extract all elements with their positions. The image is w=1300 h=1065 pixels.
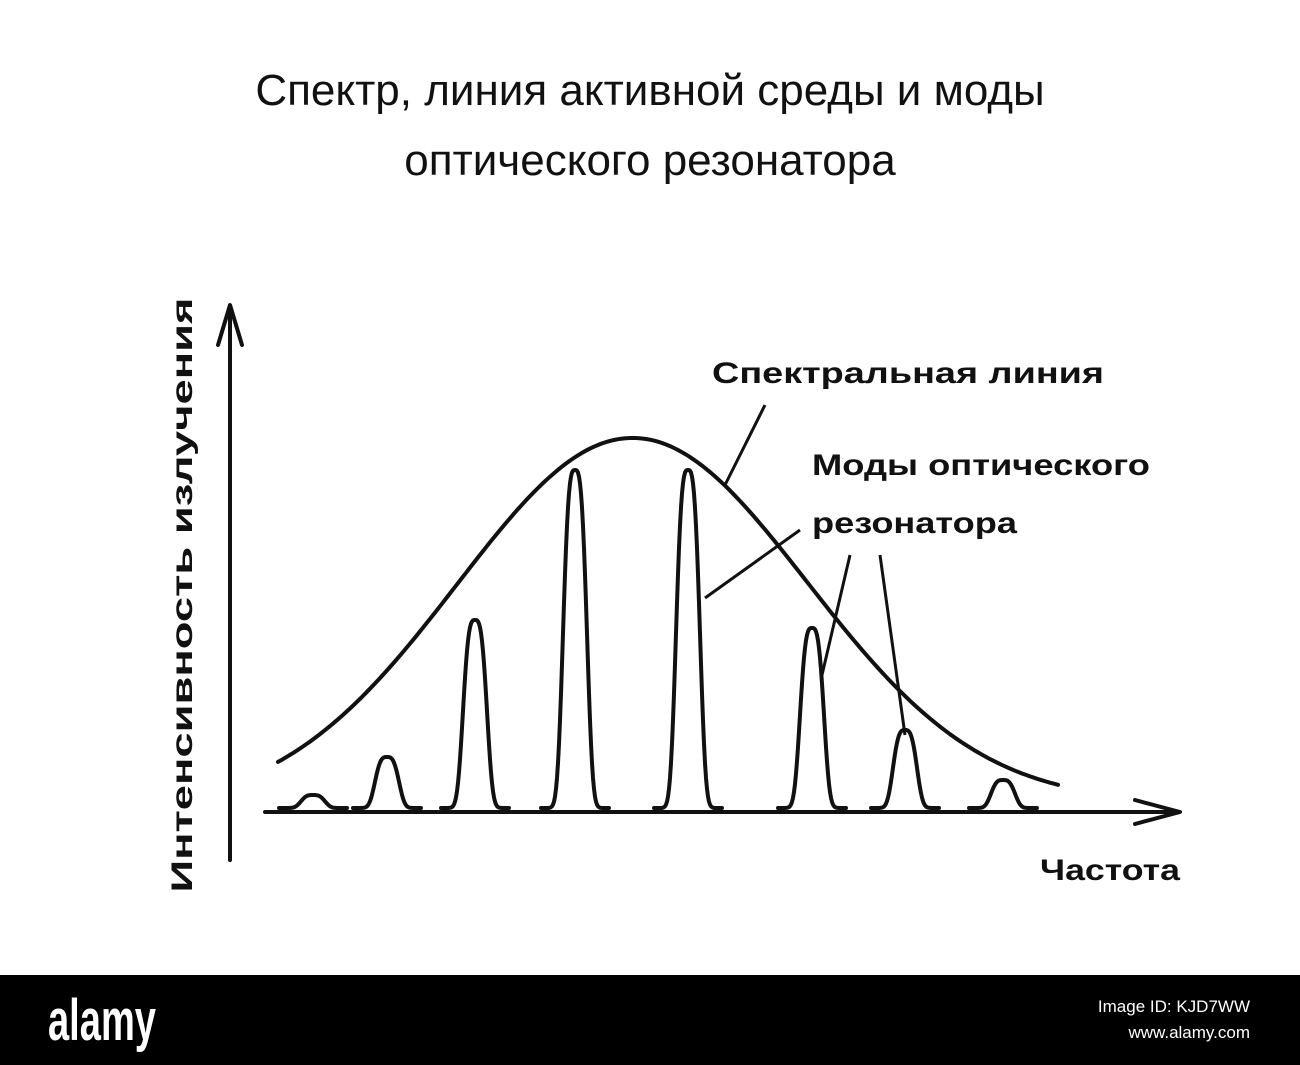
- callout-line: [878, 554, 907, 736]
- watermark-bar: [0, 975, 1300, 1065]
- resonator-mode: [539, 468, 611, 810]
- y-axis-arrow: [216, 303, 244, 347]
- callout-line: [704, 528, 801, 600]
- resonator-mode: [277, 793, 349, 810]
- title-line: Спектр, линия активной среды и моды: [255, 66, 1044, 115]
- callout-line: [820, 554, 852, 676]
- resonator-mode: [351, 755, 423, 810]
- spectral-line: [276, 436, 1060, 787]
- resonator-mode: [869, 728, 941, 810]
- y-axis-label: Интенсивность излучения: [166, 298, 199, 893]
- resonator-mode: [967, 778, 1039, 810]
- callout-line: [723, 404, 767, 486]
- resonator-mode: [652, 468, 724, 810]
- watermark-brand: alamy: [48, 988, 156, 1053]
- watermark-site: www.alamy.com: [1127, 1023, 1250, 1042]
- x-axis-label: Частота: [1040, 854, 1180, 887]
- diagram: Спектральная линия Моды оптического резо…: [166, 298, 1182, 893]
- resonator-mode: [439, 618, 511, 810]
- modes-label: резонатора: [812, 507, 1017, 540]
- resonator-mode: [776, 626, 848, 810]
- x-axis-arrow: [1133, 798, 1182, 826]
- spectral-line-label: Спектральная линия: [712, 357, 1104, 390]
- modes-label: Моды оптического: [812, 449, 1150, 482]
- title-line: оптического резонатора: [404, 136, 896, 185]
- watermark-id: Image ID: KJD7WW: [1098, 997, 1250, 1016]
